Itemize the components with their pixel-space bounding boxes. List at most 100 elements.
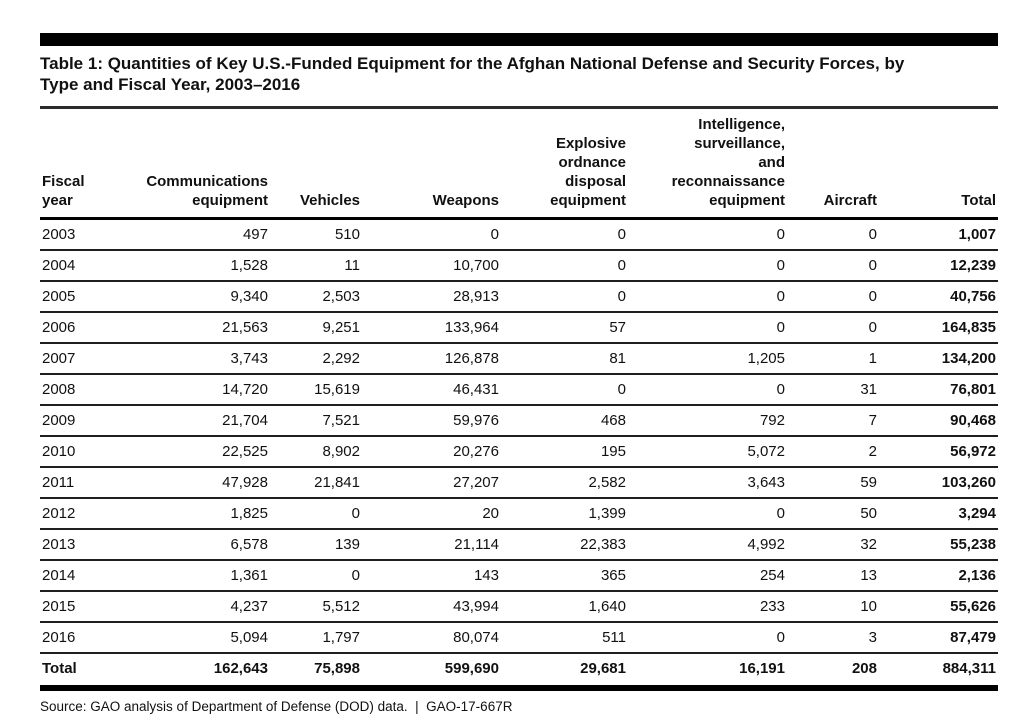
value-cell: 0 [628,249,787,282]
bottom-divider-bar [40,684,998,691]
table-title: Table 1: Quantities of Key U.S.-Funded E… [40,54,905,95]
row-label-cell: 2006 [40,311,116,344]
value-cell: 59,976 [362,404,501,437]
column-header-fiscal-year: Fiscal year [40,107,116,220]
table-row: 2010 22,525 8,902 20,276 195 5,072 2 56,972 [40,435,998,468]
row-label-cell: 2015 [40,590,116,623]
value-cell: 21,841 [270,466,362,499]
table-row: 2006 21,563 9,251 133,964 57 0 0 164,835 [40,311,998,344]
value-cell: 20 [362,497,501,530]
value-cell: 21,114 [362,528,501,561]
value-cell: 59 [787,466,879,499]
row-label-cell: 2012 [40,497,116,530]
table-body: 2003 497 510 0 0 0 0 1,007 2004 1,528 11 10,700 0 0 0 1… [40,218,998,683]
value-cell: 0 [787,280,879,313]
value-cell: 1,007 [879,218,998,251]
value-cell: 510 [270,218,362,251]
value-cell: 7,521 [270,404,362,437]
value-cell: 8,902 [270,435,362,468]
value-cell: 21,704 [116,404,270,437]
row-label-cell: 2003 [40,218,116,251]
value-cell: 80,074 [362,621,501,654]
value-cell: 2 [787,435,879,468]
equipment-table: Fiscal year Communications equipment Veh… [40,105,998,683]
value-cell: 884,311 [942,659,996,677]
row-label-cell: 2011 [40,466,116,499]
value-cell: 7 [787,404,879,437]
value-cell: 13 [787,559,879,592]
value-cell: 1,825 [116,497,270,530]
value-cell: 0 [501,280,628,313]
value-cell: 9,251 [270,311,362,344]
value-cell: 497 [116,218,270,251]
value-cell: 22,383 [501,528,628,561]
value-cell: 15,619 [270,373,362,406]
value-cell: 90,468 [879,404,998,437]
value-cell: 3,643 [628,466,787,499]
column-header-vehicles: Vehicles [270,107,362,220]
value-cell: 0 [787,249,879,282]
value-cell: 0 [501,249,628,282]
row-label-cell: 2007 [40,342,116,375]
value-cell: 195 [501,435,628,468]
row-label-cell: 2013 [40,528,116,561]
value-cell: 164,835 [879,311,998,344]
value-cell: 5,072 [628,435,787,468]
value-cell: 0 [270,559,362,592]
value-cell: 139 [270,528,362,561]
table-row: 2007 3,743 2,292 126,878 81 1,205 1 134,200 [40,342,998,375]
value-cell: 3,294 [879,497,998,530]
value-cell: 511 [501,621,628,654]
table-row: 2011 47,928 21,841 27,207 2,582 3,643 59 103,26… [40,466,998,499]
value-cell: 14,720 [116,373,270,406]
table-row: 2005 9,340 2,503 28,913 0 0 0 40,756 [40,280,998,313]
value-cell: 0 [628,280,787,313]
value-cell: 233 [628,590,787,623]
table-header: Fiscal year Communications equipment Veh… [40,107,998,220]
value-cell: 1,640 [501,590,628,623]
value-cell: 254 [628,559,787,592]
table-row: 2012 1,825 0 20 1,399 0 50 3,294 [40,497,998,530]
value-cell: 55,238 [879,528,998,561]
source-note: Source: GAO analysis of Department of De… [40,698,513,714]
value-cell: 0 [628,621,787,654]
value-cell: 1 [787,342,879,375]
value-cell: 134,200 [879,342,998,375]
value-cell: 21,563 [116,311,270,344]
column-header-weapons: Weapons [362,107,501,220]
value-cell: 22,525 [116,435,270,468]
value-cell: 87,479 [879,621,998,654]
value-cell: 0 [628,218,787,251]
value-cell: 103,260 [879,466,998,499]
row-label-cell: Total [42,659,77,677]
column-header-total: Total [879,107,998,220]
value-cell: 29,681 [580,659,626,677]
value-cell: 28,913 [362,280,501,313]
value-cell: 47,928 [116,466,270,499]
value-cell: 208 [851,659,877,677]
value-cell: 2,503 [270,280,362,313]
value-cell: 81 [501,342,628,375]
table-row: 2013 6,578 139 21,114 22,383 4,992 32 55,238 [40,528,998,561]
row-label-cell: 2009 [40,404,116,437]
value-cell: 20,276 [362,435,501,468]
row-label-cell: 2010 [40,435,116,468]
table-row: 2015 4,237 5,512 43,994 1,640 233 10 55,626 [40,590,998,623]
column-header-communications-equipment: Communications equipment [116,107,270,220]
table-row: 2016 5,094 1,797 80,074 511 0 3 87,479 [40,621,998,654]
row-label-cell: 2008 [40,373,116,406]
value-cell: 1,528 [116,249,270,282]
value-cell: 599,690 [444,659,499,677]
value-cell: 1,797 [270,621,362,654]
header-row: Fiscal year Communications equipment Veh… [40,107,998,220]
value-cell: 40,756 [879,280,998,313]
row-label-cell: 2004 [40,249,116,282]
value-cell: 16,191 [739,659,785,677]
value-cell: 43,994 [362,590,501,623]
value-cell: 143 [362,559,501,592]
value-cell: 56,972 [879,435,998,468]
value-cell: 3 [787,621,879,654]
table-row: 2004 1,528 11 10,700 0 0 0 12,239 [40,249,998,282]
value-cell: 0 [501,373,628,406]
